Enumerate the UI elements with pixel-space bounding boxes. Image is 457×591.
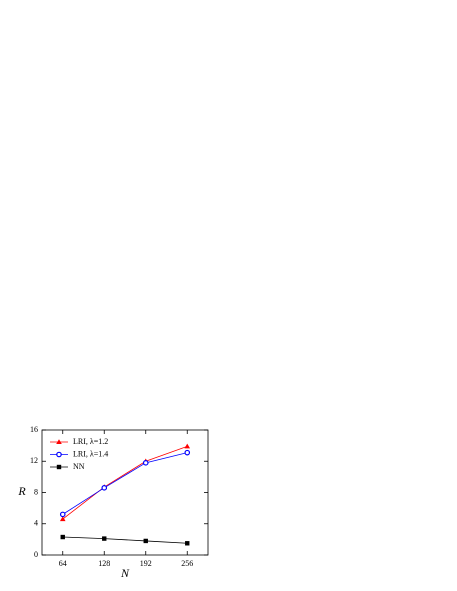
y-tick-label: 12 — [30, 456, 38, 465]
marker — [59, 516, 66, 522]
x-axis-title: N — [120, 566, 130, 580]
marker — [60, 534, 65, 540]
y-tick-label: 16 — [30, 425, 38, 434]
legend-label: LRI, λ=1.2 — [73, 437, 108, 446]
plot-frame — [41, 429, 209, 556]
marker — [143, 538, 148, 544]
marker — [102, 536, 107, 541]
legend-marker — [56, 464, 62, 470]
series-line — [62, 446, 188, 520]
marker — [59, 511, 66, 518]
marker — [101, 485, 108, 491]
marker — [142, 460, 149, 466]
legend-marker — [56, 451, 62, 458]
marker — [185, 541, 190, 546]
x-tick-label: 64 — [59, 559, 67, 568]
marker — [184, 443, 191, 449]
legend-label: LRI, λ=1.4 — [73, 449, 108, 458]
y-axis-title: R — [17, 484, 26, 498]
legend-label: NN — [73, 462, 85, 471]
legend-marker — [56, 439, 62, 444]
x-tick-label: 128 — [98, 559, 110, 568]
y-tick-label: 4 — [34, 519, 38, 528]
y-tick-label: 8 — [34, 487, 38, 496]
x-tick-label: 256 — [181, 559, 193, 568]
y-tick-label: 0 — [34, 550, 38, 559]
marker — [184, 449, 191, 456]
series-line — [62, 452, 188, 515]
series-line — [62, 536, 188, 544]
x-tick-label: 192 — [140, 559, 152, 568]
